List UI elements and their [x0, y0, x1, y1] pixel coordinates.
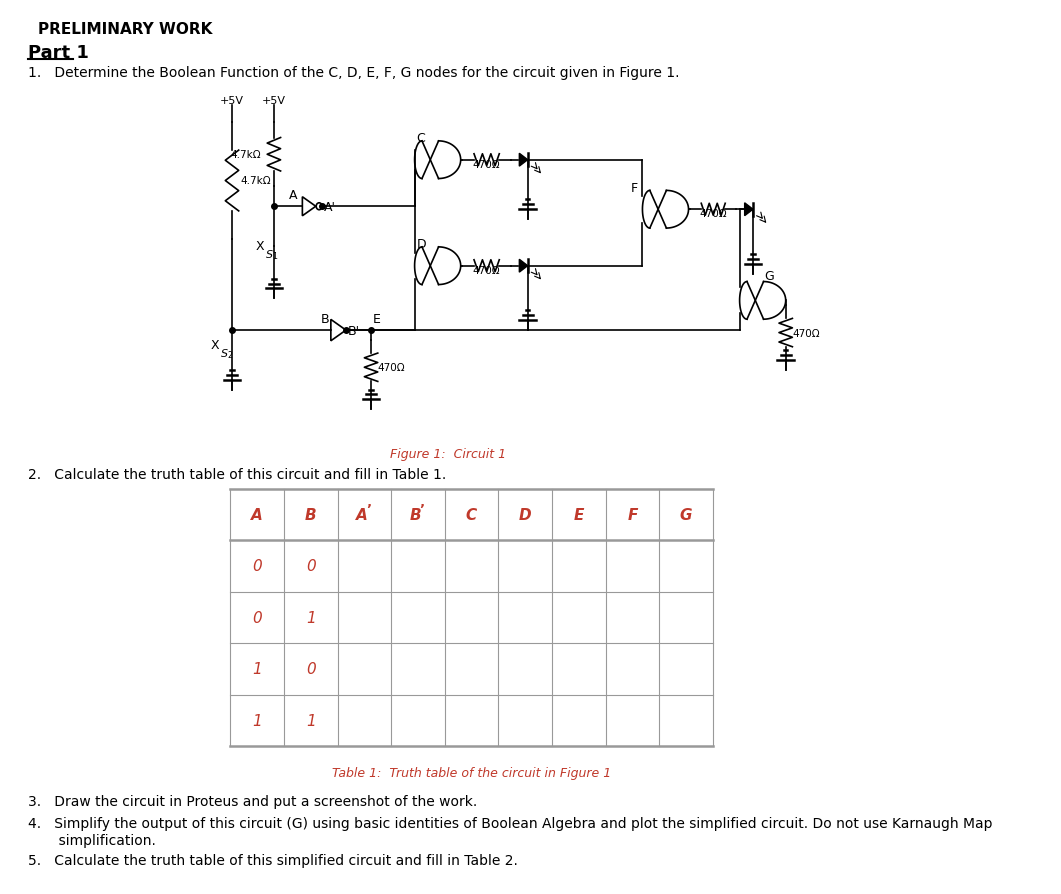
Text: G: G	[680, 507, 692, 522]
Polygon shape	[519, 154, 527, 167]
Text: Figure 1:  Circuit 1: Figure 1: Circuit 1	[390, 448, 506, 460]
Text: 1: 1	[306, 713, 315, 728]
Text: 4.7kΩ: 4.7kΩ	[241, 176, 271, 186]
Text: 470Ω: 470Ω	[473, 266, 501, 275]
Text: A': A'	[324, 200, 335, 214]
Text: 1.   Determine the Boolean Function of the C, D, E, F, G nodes for the circuit g: 1. Determine the Boolean Function of the…	[28, 65, 679, 80]
Text: 1: 1	[253, 662, 262, 677]
Text: F: F	[631, 181, 639, 195]
Text: 2.   Calculate the truth table of this circuit and fill in Table 1.: 2. Calculate the truth table of this cir…	[28, 468, 446, 481]
Text: B: B	[305, 507, 316, 522]
Text: 0: 0	[253, 611, 262, 625]
Text: simplification.: simplification.	[28, 833, 156, 848]
Polygon shape	[519, 260, 527, 273]
Text: 4.7kΩ: 4.7kΩ	[230, 150, 261, 160]
Text: 0: 0	[306, 662, 315, 677]
Text: X: X	[211, 339, 220, 351]
Text: A: A	[251, 507, 263, 522]
Text: Table 1:  Truth table of the circuit in Figure 1: Table 1: Truth table of the circuit in F…	[332, 766, 611, 780]
Text: ’: ’	[419, 502, 424, 517]
Text: E: E	[574, 507, 584, 522]
Text: C: C	[466, 507, 477, 522]
Text: 1: 1	[253, 713, 262, 728]
Text: C: C	[416, 132, 425, 145]
Text: B: B	[320, 312, 329, 325]
Text: ’: ’	[366, 502, 371, 517]
Text: X: X	[256, 240, 264, 253]
Text: 0: 0	[253, 559, 262, 574]
Text: 0: 0	[306, 559, 315, 574]
Text: $S_2$: $S_2$	[221, 347, 233, 360]
Text: Part 1: Part 1	[28, 44, 88, 62]
Text: 3.   Draw the circuit in Proteus and put a screenshot of the work.: 3. Draw the circuit in Proteus and put a…	[28, 794, 476, 808]
Text: A: A	[356, 507, 368, 522]
Text: PRELIMINARY WORK: PRELIMINARY WORK	[38, 22, 212, 37]
Text: 470Ω: 470Ω	[793, 328, 820, 338]
Text: B: B	[410, 507, 421, 522]
Text: 470Ω: 470Ω	[699, 209, 727, 219]
Text: F: F	[627, 507, 638, 522]
Text: 4.   Simplify the output of this circuit (G) using basic identities of Boolean A: 4. Simplify the output of this circuit (…	[28, 815, 992, 830]
Text: 1: 1	[306, 611, 315, 625]
Text: +5V: +5V	[262, 97, 285, 106]
Text: +5V: +5V	[220, 97, 244, 106]
Text: D: D	[519, 507, 532, 522]
Text: 5.   Calculate the truth table of this simplified circuit and fill in Table 2.: 5. Calculate the truth table of this sim…	[28, 853, 518, 867]
Text: 470Ω: 470Ω	[378, 363, 405, 373]
Text: G: G	[765, 270, 775, 283]
Text: $S_1$: $S_1$	[264, 248, 278, 261]
Text: E: E	[372, 312, 381, 325]
Text: B': B'	[348, 325, 360, 337]
Text: 470Ω: 470Ω	[473, 159, 501, 170]
Text: A: A	[289, 189, 297, 202]
Polygon shape	[745, 204, 753, 216]
Text: D: D	[416, 238, 425, 251]
